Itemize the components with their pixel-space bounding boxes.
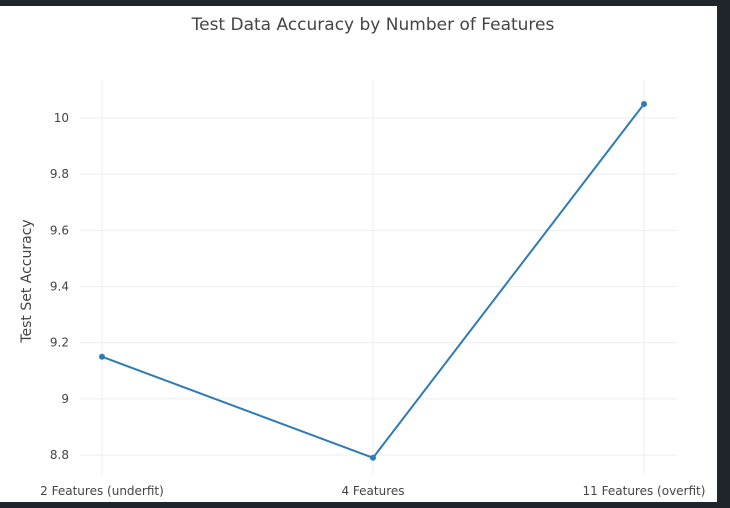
x-tick-label: 11 Features (overfit) (583, 484, 706, 498)
window-edge (717, 0, 730, 508)
data-point[interactable] (99, 353, 105, 360)
y-tick-label: 9 (61, 392, 69, 406)
y-tick-label: 9.8 (50, 167, 69, 181)
grid-layer (80, 80, 677, 475)
y-axis-title: Test Set Accuracy (19, 219, 35, 343)
y-tick-label: 9.2 (50, 336, 69, 350)
y-tick-label: 8.8 (50, 448, 69, 462)
data-point[interactable] (641, 100, 647, 107)
points-layer (99, 100, 647, 461)
y-tick-label: 10 (54, 111, 69, 125)
y-tick-label: 9.6 (50, 223, 69, 237)
y-tick-label: 9.4 (50, 280, 69, 294)
tick-layer: 2 Features (underfit) 4 Features 11 Featur… (40, 111, 705, 498)
x-tick-label: 4 Features (341, 484, 404, 498)
plot-card (0, 6, 717, 502)
x-tick-label: 2 Features (underfit) (40, 484, 164, 498)
data-point[interactable] (370, 454, 376, 461)
chart-title: Test Data Accuracy by Number of Features (191, 15, 555, 35)
